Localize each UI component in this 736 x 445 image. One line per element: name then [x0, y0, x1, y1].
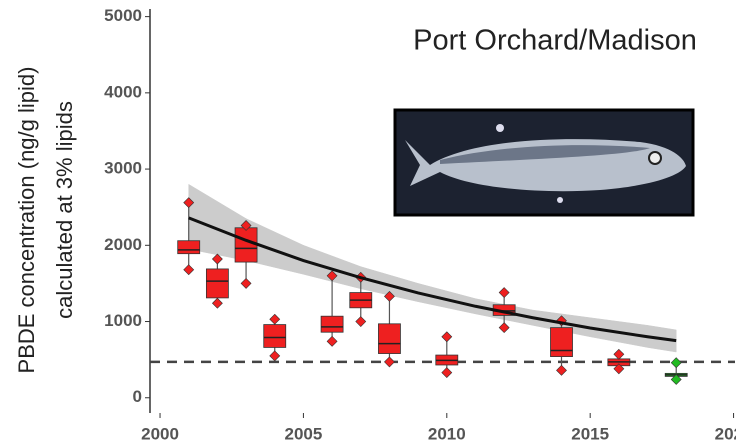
y-tick-label: 0 — [133, 387, 142, 406]
outlier-point — [670, 357, 682, 369]
outlier-point — [613, 363, 625, 375]
outlier-point — [384, 290, 395, 302]
box — [263, 324, 287, 348]
y-tick-label: 4000 — [104, 82, 142, 101]
y-tick-label: 1000 — [104, 311, 142, 330]
outlier-point — [240, 220, 252, 231]
box — [234, 227, 258, 263]
x-tick-label: 2015 — [571, 424, 609, 443]
outlier-point — [211, 297, 223, 309]
outlier-point — [240, 277, 252, 289]
outlier-point — [670, 374, 682, 385]
trend-line — [188, 216, 677, 343]
y-axis-label: calculated at 3% lipids — [52, 101, 77, 319]
box — [177, 240, 201, 255]
outlier-point — [326, 335, 338, 347]
box — [550, 327, 573, 357]
y-tick-label: 2000 — [104, 235, 142, 254]
outlier-point — [355, 316, 367, 327]
x-tick-label: 2020 — [715, 424, 736, 443]
outlier-point — [269, 350, 281, 362]
y-tick-label: 3000 — [104, 159, 142, 178]
outlier-point — [498, 287, 510, 298]
chart-title: Port Orchard/Madison — [413, 25, 697, 57]
x-tick-label: 2010 — [428, 424, 466, 443]
x-tick-label: 2005 — [285, 424, 323, 443]
outlier-point — [384, 356, 395, 368]
outlier-point — [326, 270, 338, 282]
outlier-point — [183, 197, 195, 209]
box — [320, 315, 344, 333]
outlier-point — [441, 367, 453, 379]
outlier-point — [498, 322, 510, 334]
outlier-point — [556, 364, 567, 376]
x-tick-label: 2000 — [141, 424, 179, 443]
y-axis-label: PBDE concentration (ng/g lipid) — [14, 67, 39, 374]
outlier-point — [441, 331, 453, 343]
fish-photo — [393, 108, 695, 217]
outlier-point — [183, 264, 195, 276]
box — [205, 268, 229, 299]
outlier-point — [211, 253, 223, 265]
y-tick-label: 5000 — [104, 6, 142, 25]
box — [378, 323, 401, 354]
outlier-point — [613, 348, 625, 360]
outlier-point — [269, 313, 281, 325]
